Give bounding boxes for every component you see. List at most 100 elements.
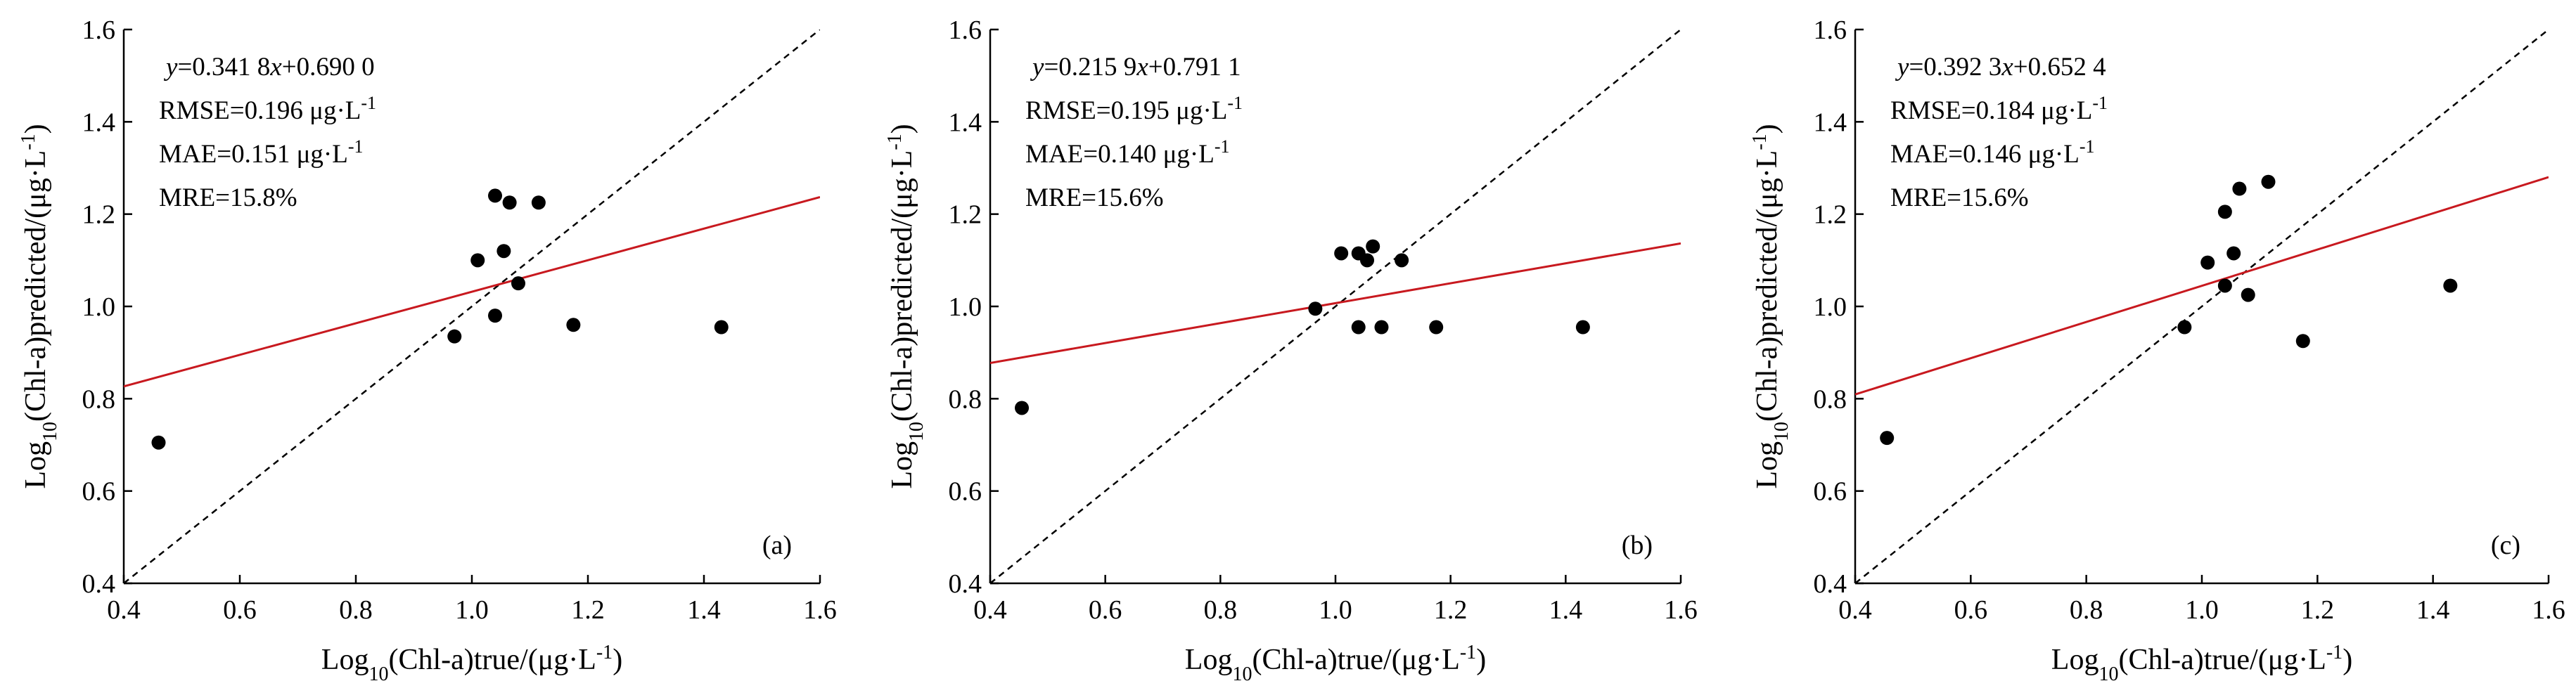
data-point: [2217, 278, 2232, 293]
x-tick-label: 0.8: [2070, 595, 2103, 625]
data-point: [496, 244, 511, 259]
y-tick-label: 1.2: [82, 200, 116, 230]
x-tick-label: 1.6: [2532, 595, 2565, 625]
data-point: [1395, 253, 1409, 268]
x-tick-label: 1.4: [2416, 595, 2450, 625]
equation-label: y=0.392 3x+0.652 4: [1895, 53, 2106, 82]
data-point: [488, 309, 502, 323]
y-tick-label: 0.4: [949, 569, 982, 599]
data-point: [2226, 246, 2241, 261]
chart-panel-1: 0.4 0.6 0.8 1.0 1.2 1.4 1.6 0.4 0.6 0.8 1.0 1.2 1.4 1…: [18, 15, 837, 681]
data-point: [151, 435, 166, 450]
data-point: [1334, 246, 1349, 261]
stat-label: RMSE=0.196 μg·L-1: [159, 93, 376, 126]
identity-line: [990, 30, 1681, 583]
y-tick-label: 1.2: [949, 200, 982, 230]
y-tick-label: 0.6: [1814, 477, 1847, 507]
data-point: [1880, 431, 1895, 446]
x-axis-label: Log10(Chl-a)true/(μg·L-1): [321, 642, 622, 681]
y-tick-label: 1.6: [82, 15, 116, 45]
data-point: [2232, 181, 2247, 196]
y-tick-label: 1.2: [1814, 200, 1847, 230]
x-tick-label: 1.6: [1664, 595, 1698, 625]
y-tick-label: 1.4: [1814, 108, 1847, 137]
data-point: [2241, 287, 2255, 302]
x-axis-label: Log10(Chl-a)true/(μg·L-1): [1185, 642, 1486, 681]
stat-label: MAE=0.140 μg·L-1: [1025, 136, 1230, 169]
y-tick-label: 0.8: [82, 384, 116, 414]
stat-label: MAE=0.151 μg·L-1: [159, 136, 364, 169]
x-tick-label: 1.6: [803, 595, 837, 625]
x-tick-label: 1.0: [2185, 595, 2219, 625]
x-tick-label: 1.4: [1549, 595, 1583, 625]
y-tick-label: 0.4: [1814, 569, 1847, 599]
x-tick-label: 1.2: [571, 595, 605, 625]
stat-label: MAE=0.146 μg·L-1: [1890, 136, 2095, 169]
y-tick-label: 1.0: [949, 292, 982, 322]
y-axis-label: Log10(Chl-a)predicted/(μg·L-1): [18, 124, 61, 488]
stat-label: MRE=15.6%: [1890, 183, 2029, 212]
identity-line: [1855, 30, 2549, 583]
x-tick-label: 0.6: [1089, 595, 1122, 625]
y-tick-label: 1.4: [82, 108, 116, 137]
x-tick-label: 0.6: [1954, 595, 1988, 625]
data-point: [2177, 320, 2192, 335]
y-tick-label: 0.8: [949, 384, 982, 414]
data-point: [2200, 255, 2215, 270]
y-tick-label: 0.8: [1814, 384, 1847, 414]
y-tick-label: 1.0: [82, 292, 116, 322]
data-point: [1308, 301, 1323, 316]
x-tick-label: 1.2: [1434, 595, 1468, 625]
chart-panel-3: 0.4 0.6 0.8 1.0 1.2 1.4 1.6 0.4 0.6 0.8 1.0 1.2 1.4 1…: [1749, 15, 2565, 681]
y-tick-label: 0.6: [82, 477, 116, 507]
data-point: [1360, 253, 1375, 268]
y-tick-label: 0.4: [82, 569, 116, 599]
fit-line: [990, 242, 1681, 364]
identity-line: [124, 30, 820, 583]
x-axis-label: Log10(Chl-a)true/(μg·L-1): [2051, 642, 2352, 681]
data-point: [1575, 320, 1590, 335]
data-point: [488, 188, 502, 203]
data-point: [511, 276, 525, 291]
chart-panel-2: 0.4 0.6 0.8 1.0 1.2 1.4 1.6 0.4 0.6 0.8 1.0 1.2 1.4 1…: [884, 15, 1698, 681]
panel-label: (b): [1622, 531, 1653, 560]
y-tick-label: 1.6: [949, 15, 982, 45]
y-tick-label: 0.6: [949, 477, 982, 507]
x-tick-label: 0.4: [1838, 595, 1872, 625]
data-point: [2217, 205, 2232, 219]
data-point: [470, 253, 485, 268]
y-tick-label: 1.4: [949, 108, 982, 137]
y-tick-label: 1.6: [1814, 15, 1847, 45]
x-tick-label: 0.8: [1204, 595, 1238, 625]
stat-label: MRE=15.8%: [159, 183, 297, 212]
stat-label: MRE=15.6%: [1025, 183, 1164, 212]
panel-label: (c): [2491, 531, 2520, 560]
stat-label: RMSE=0.184 μg·L-1: [1890, 93, 2108, 126]
data-point: [1374, 320, 1389, 335]
data-point: [1366, 239, 1380, 254]
x-tick-label: 0.8: [339, 595, 373, 625]
y-axis-label: Log10(Chl-a)predicted/(μg·L-1): [884, 124, 928, 488]
x-tick-label: 1.0: [455, 595, 489, 625]
data-point: [566, 318, 581, 332]
x-tick-label: 1.0: [1319, 595, 1352, 625]
x-tick-label: 1.4: [687, 595, 721, 625]
data-point: [1429, 320, 1444, 335]
fit-line: [124, 196, 820, 388]
data-point: [531, 195, 546, 210]
x-tick-label: 0.4: [973, 595, 1007, 625]
data-point: [2261, 174, 2276, 189]
data-point: [502, 195, 517, 210]
equation-label: y=0.341 8x+0.690 0: [163, 53, 375, 82]
equation-label: y=0.215 9x+0.791 1: [1030, 53, 1241, 82]
x-tick-label: 1.2: [2301, 595, 2335, 625]
data-point: [2295, 334, 2310, 349]
panel-label: (a): [762, 531, 792, 560]
data-point: [714, 320, 729, 335]
stat-label: RMSE=0.195 μg·L-1: [1025, 93, 1243, 126]
data-point: [2443, 278, 2458, 293]
data-point: [447, 329, 462, 344]
data-point: [1351, 320, 1366, 335]
x-tick-label: 0.6: [223, 595, 257, 625]
